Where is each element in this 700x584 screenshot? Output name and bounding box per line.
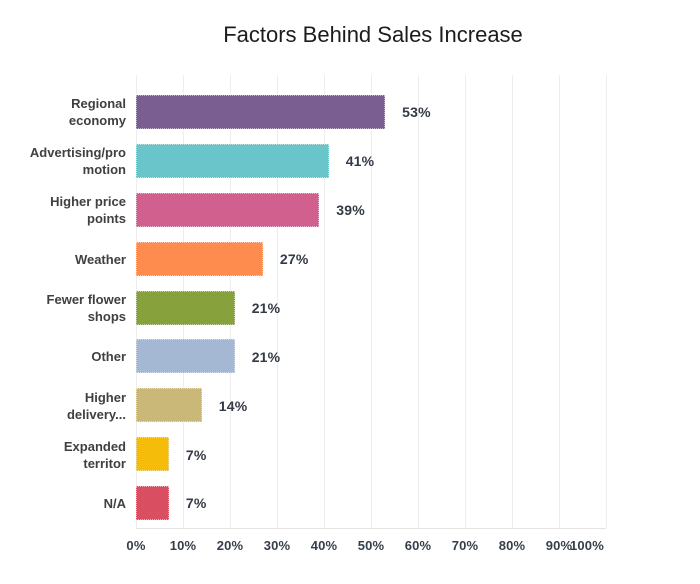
bar-higher-delivery [136,388,202,423]
bar-row: Advertising/pro motion 41% [30,137,606,186]
bar-row: Fewer flower shops 21% [47,284,606,333]
bar-other [136,339,235,374]
value-label: 27% [279,251,309,268]
x-axis-tick-label: 30% [263,538,291,553]
bar-row: Higher delivery... 14% [67,381,606,430]
bar-regional-economy [136,95,386,129]
x-axis-tick-label: 70% [451,538,479,553]
value-label: 21% [251,299,281,316]
bar-expanded-territor [136,437,169,472]
gridline [465,75,466,528]
category-label: Fewer flower shops [46,291,126,324]
chart-title: Factors Behind Sales Increase [223,22,523,47]
bar-row: Other 21% [91,332,606,381]
value-label: 53% [402,104,431,121]
x-axis-tick-label: 60% [404,538,432,553]
bar-row: Expanded territor 7% [64,430,606,479]
bar-row: N/A 7% [104,479,606,528]
value-label: 41% [345,153,375,170]
category-label: Other [91,349,126,365]
category-label: N/A [103,495,126,511]
value-label: 7% [185,495,207,512]
category-label: Expanded territor [63,438,126,471]
bar-n-a [136,486,169,520]
bar-weather [136,241,263,276]
x-axis-tick-label: 90% [545,538,573,553]
gridline [371,75,372,528]
x-axis-tick-label: 50% [357,538,385,553]
x-axis-tick-label: 10% [169,538,197,553]
gridline [559,75,560,528]
category-label: Regional economy [68,96,126,129]
value-label: 39% [336,202,365,219]
x-axis-tick-label: 40% [310,538,338,553]
category-label: Weather [74,251,126,267]
value-label: 7% [185,446,207,463]
category-label: Higher delivery... [66,389,126,422]
bar-fewer-flower-shops [136,290,235,325]
x-axis-tick-label: 100% [569,538,604,553]
x-axis-tick-label: 0% [126,538,146,553]
x-axis-tick-label: 20% [216,538,244,553]
gridline [606,75,607,528]
gridline [418,75,419,528]
category-label: Advertising/pro motion [29,145,126,178]
category-label: Higher price points [50,194,126,227]
bar-advertising-promotion [136,143,329,178]
x-axis: 0% 10% 20% 30% 40% 50% 60% 70% 80% 90% 100% [126,538,606,558]
value-label: 14% [218,397,248,414]
plot-area: Regional economy 53% Advertising/pro motion 4… [30,75,607,553]
x-axis-tick-label: 80% [498,538,526,553]
bar-rows: Regional economy 53% Advertising/pro motion 4… [30,88,606,528]
gridline [512,75,513,528]
bar-row: Weather 27% [75,235,606,284]
bar-row: Higher price points 39% [50,186,606,235]
bar-higher-price-points [136,192,320,227]
value-label: 21% [251,348,281,365]
bar-row: Regional economy 53% [69,88,606,137]
gridline [277,75,278,528]
gridline [324,75,325,528]
